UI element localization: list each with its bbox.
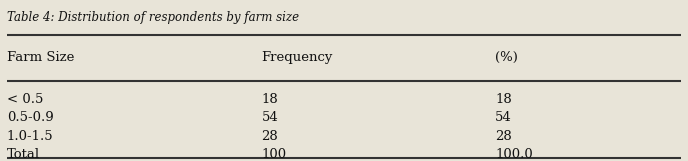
- Text: 100: 100: [261, 148, 287, 161]
- Text: < 0.5: < 0.5: [7, 93, 43, 105]
- Text: 100.0: 100.0: [495, 148, 533, 161]
- Text: 28: 28: [495, 130, 512, 142]
- Text: 1.0-1.5: 1.0-1.5: [7, 130, 54, 142]
- Text: 0.5-0.9: 0.5-0.9: [7, 111, 54, 124]
- Text: 54: 54: [495, 111, 512, 124]
- Text: 28: 28: [261, 130, 278, 142]
- Text: Frequency: Frequency: [261, 51, 333, 64]
- Text: Total: Total: [7, 148, 40, 161]
- Text: Table 4: Distribution of respondents by farm size: Table 4: Distribution of respondents by …: [7, 11, 299, 24]
- Text: Farm Size: Farm Size: [7, 51, 74, 64]
- Text: 18: 18: [495, 93, 512, 105]
- Text: 18: 18: [261, 93, 278, 105]
- Text: (%): (%): [495, 51, 518, 64]
- Text: 54: 54: [261, 111, 278, 124]
